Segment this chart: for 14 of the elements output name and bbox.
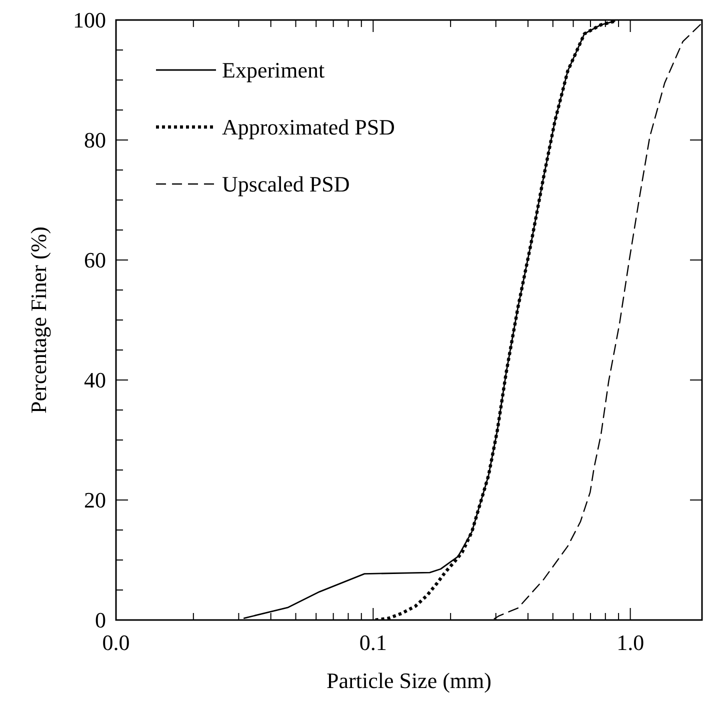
y-tick-label: 40 xyxy=(84,368,106,393)
legend-label: Approximated PSD xyxy=(222,114,395,140)
y-tick-label: 0 xyxy=(95,608,106,633)
y-tick-label: 80 xyxy=(84,128,106,153)
y-axis-title: Percentage Finer (%) xyxy=(26,226,51,414)
y-tick-label: 100 xyxy=(73,8,106,33)
y-tick-label: 60 xyxy=(84,248,106,273)
x-axis-title: Particle Size (mm) xyxy=(326,668,492,693)
x-tick-label: 0.1 xyxy=(359,630,387,655)
x-tick-label: 0.0 xyxy=(102,630,130,655)
legend-label: Experiment xyxy=(222,58,325,83)
x-tick-label: 1.0 xyxy=(616,630,644,655)
legend-label: Upscaled PSD xyxy=(222,172,350,197)
y-tick-label: 20 xyxy=(84,488,106,513)
